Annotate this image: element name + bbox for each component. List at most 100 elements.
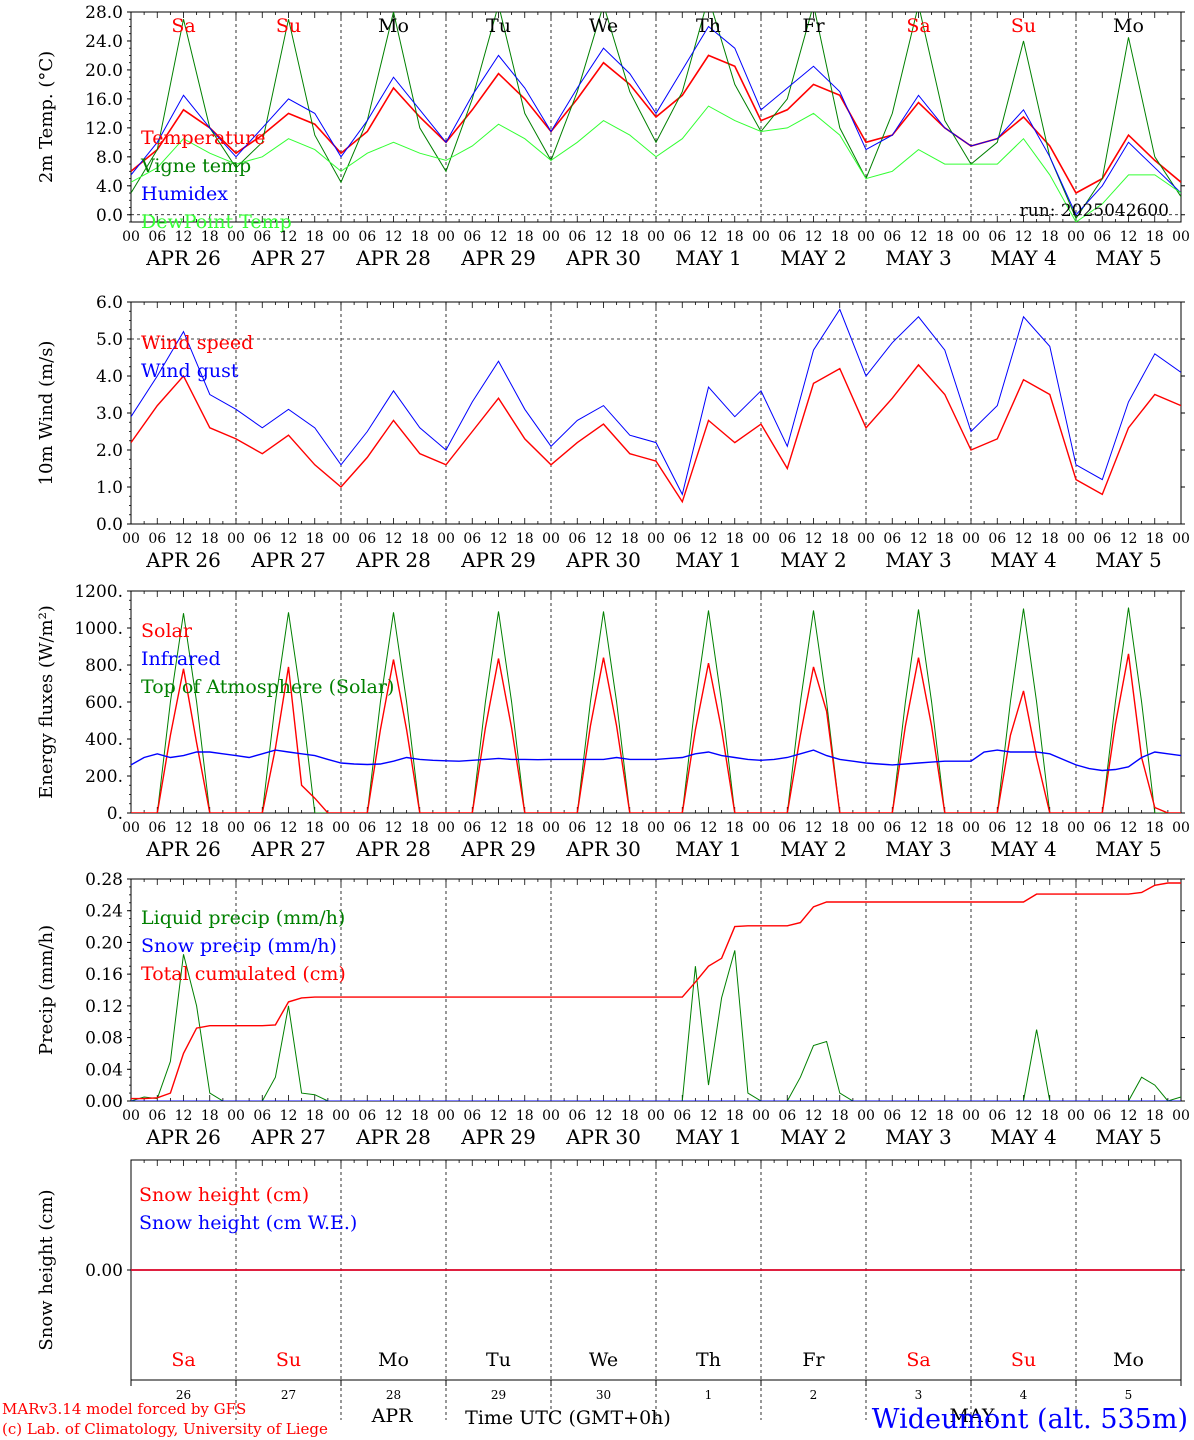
- hour-label: 06: [358, 531, 376, 547]
- hour-label: 00: [227, 820, 245, 836]
- day-number: 27: [281, 1388, 296, 1402]
- hour-label: 00: [647, 531, 665, 547]
- hour-label: 18: [831, 531, 849, 547]
- hour-label: 00: [227, 531, 245, 547]
- hour-label: 18: [1146, 820, 1164, 836]
- hour-label: 12: [805, 1108, 823, 1124]
- legend-entry: Temperature: [141, 127, 265, 149]
- hour-label: 00: [1067, 229, 1085, 245]
- hour-label: 06: [253, 229, 271, 245]
- hour-label: 18: [201, 229, 219, 245]
- legend-entry: Snow precip (mm/h): [141, 935, 337, 957]
- hour-label: 06: [778, 229, 796, 245]
- weekday-label: Sa: [171, 1349, 195, 1371]
- hour-label: 12: [280, 229, 298, 245]
- run-annotation: run: 2025042600: [1020, 201, 1169, 221]
- y-tick-label: 2.0: [96, 441, 123, 461]
- weekday-label: Tu: [486, 1349, 511, 1371]
- hour-label: 00: [1067, 531, 1085, 547]
- y-tick-label: 0.00: [85, 1261, 123, 1281]
- panel-1: 0.0 4.0 8.0 12.0 16.0 20.0 24.0 28.0 2m Temp. (°…: [36, 3, 1190, 270]
- month-label-apr: APR: [371, 1405, 414, 1427]
- hour-label: 18: [306, 229, 324, 245]
- y-tick-label: 0.08: [85, 1029, 123, 1049]
- y-axis-title: Precip (mm/h): [36, 925, 57, 1055]
- hour-label: 00: [122, 820, 140, 836]
- hour-label: 12: [700, 531, 718, 547]
- y-tick-label: 3.0: [96, 404, 123, 424]
- hour-label: 06: [883, 820, 901, 836]
- date-label: MAY 4: [990, 1125, 1056, 1149]
- hour-label: 18: [516, 1108, 534, 1124]
- hour-label: 00: [647, 229, 665, 245]
- hour-label: 06: [673, 229, 691, 245]
- hour-label: 00: [857, 229, 875, 245]
- y-tick-label: 12.0: [85, 119, 123, 139]
- hour-label: 12: [175, 229, 193, 245]
- hour-label: 12: [175, 820, 193, 836]
- date-label: MAY 1: [675, 1125, 741, 1149]
- date-label: MAY 4: [990, 246, 1056, 270]
- hour-label: 00: [1172, 531, 1190, 547]
- date-label: MAY 5: [1095, 246, 1161, 270]
- hour-label: 00: [1172, 820, 1190, 836]
- date-label: APR 28: [355, 837, 431, 861]
- hour-label: 06: [253, 531, 271, 547]
- legend-entry: Infrared: [141, 648, 221, 670]
- hour-label: 18: [411, 531, 429, 547]
- hour-label: 00: [542, 229, 560, 245]
- y-tick-label: 1200.: [74, 582, 123, 602]
- hour-label: 00: [647, 820, 665, 836]
- series-vigne-temp: [131, 12, 1181, 220]
- hour-label: 12: [490, 820, 508, 836]
- date-label: APR 27: [250, 1125, 326, 1149]
- weekday-label: We: [589, 15, 618, 37]
- hour-label: 12: [805, 531, 823, 547]
- hour-label: 06: [1093, 531, 1111, 547]
- weekday-label: Mo: [378, 15, 409, 37]
- weekday-label: Th: [696, 1349, 721, 1371]
- hour-label: 00: [857, 531, 875, 547]
- date-label: MAY 1: [675, 837, 741, 861]
- hour-label: 06: [463, 820, 481, 836]
- hour-label: 06: [568, 820, 586, 836]
- weekday-label: Su: [276, 15, 301, 37]
- date-label: MAY 2: [780, 1125, 846, 1149]
- hour-label: 12: [490, 1108, 508, 1124]
- date-label: APR 30: [565, 548, 641, 572]
- hour-label: 06: [463, 229, 481, 245]
- y-tick-label: 4.0: [96, 177, 123, 197]
- date-label: MAY 4: [990, 837, 1056, 861]
- hour-label: 18: [831, 229, 849, 245]
- time-axis-title: Time UTC (GMT+0h): [465, 1407, 671, 1429]
- hour-label: 18: [831, 820, 849, 836]
- hour-label: 12: [595, 229, 613, 245]
- hour-label: 00: [1067, 820, 1085, 836]
- hour-label: 00: [962, 1108, 980, 1124]
- series-dewpoint-temp: [131, 105, 1181, 222]
- legend-entry: Vigne temp: [140, 155, 251, 177]
- date-label: MAY 2: [780, 246, 846, 270]
- date-label: APR 29: [460, 1125, 536, 1149]
- hour-label: 06: [568, 531, 586, 547]
- hour-label: 00: [437, 531, 455, 547]
- hour-label: 06: [778, 531, 796, 547]
- hour-label: 18: [726, 531, 744, 547]
- hour-label: 12: [1015, 820, 1033, 836]
- date-label: APR 29: [460, 548, 536, 572]
- hour-label: 12: [1015, 531, 1033, 547]
- hour-label: 18: [726, 820, 744, 836]
- y-tick-label: 0.20: [85, 933, 123, 953]
- series-liquid-precip-mm-h: [131, 950, 1181, 1101]
- y-tick-label: 24.0: [85, 32, 123, 52]
- hour-label: 00: [752, 820, 770, 836]
- y-tick-label: 0.16: [85, 965, 123, 985]
- date-label: MAY 4: [990, 548, 1056, 572]
- hour-label: 12: [595, 531, 613, 547]
- date-label: APR 30: [565, 837, 641, 861]
- hour-label: 12: [1120, 229, 1138, 245]
- hour-label: 12: [280, 820, 298, 836]
- hour-label: 12: [1120, 820, 1138, 836]
- y-tick-label: 0.: [107, 804, 123, 824]
